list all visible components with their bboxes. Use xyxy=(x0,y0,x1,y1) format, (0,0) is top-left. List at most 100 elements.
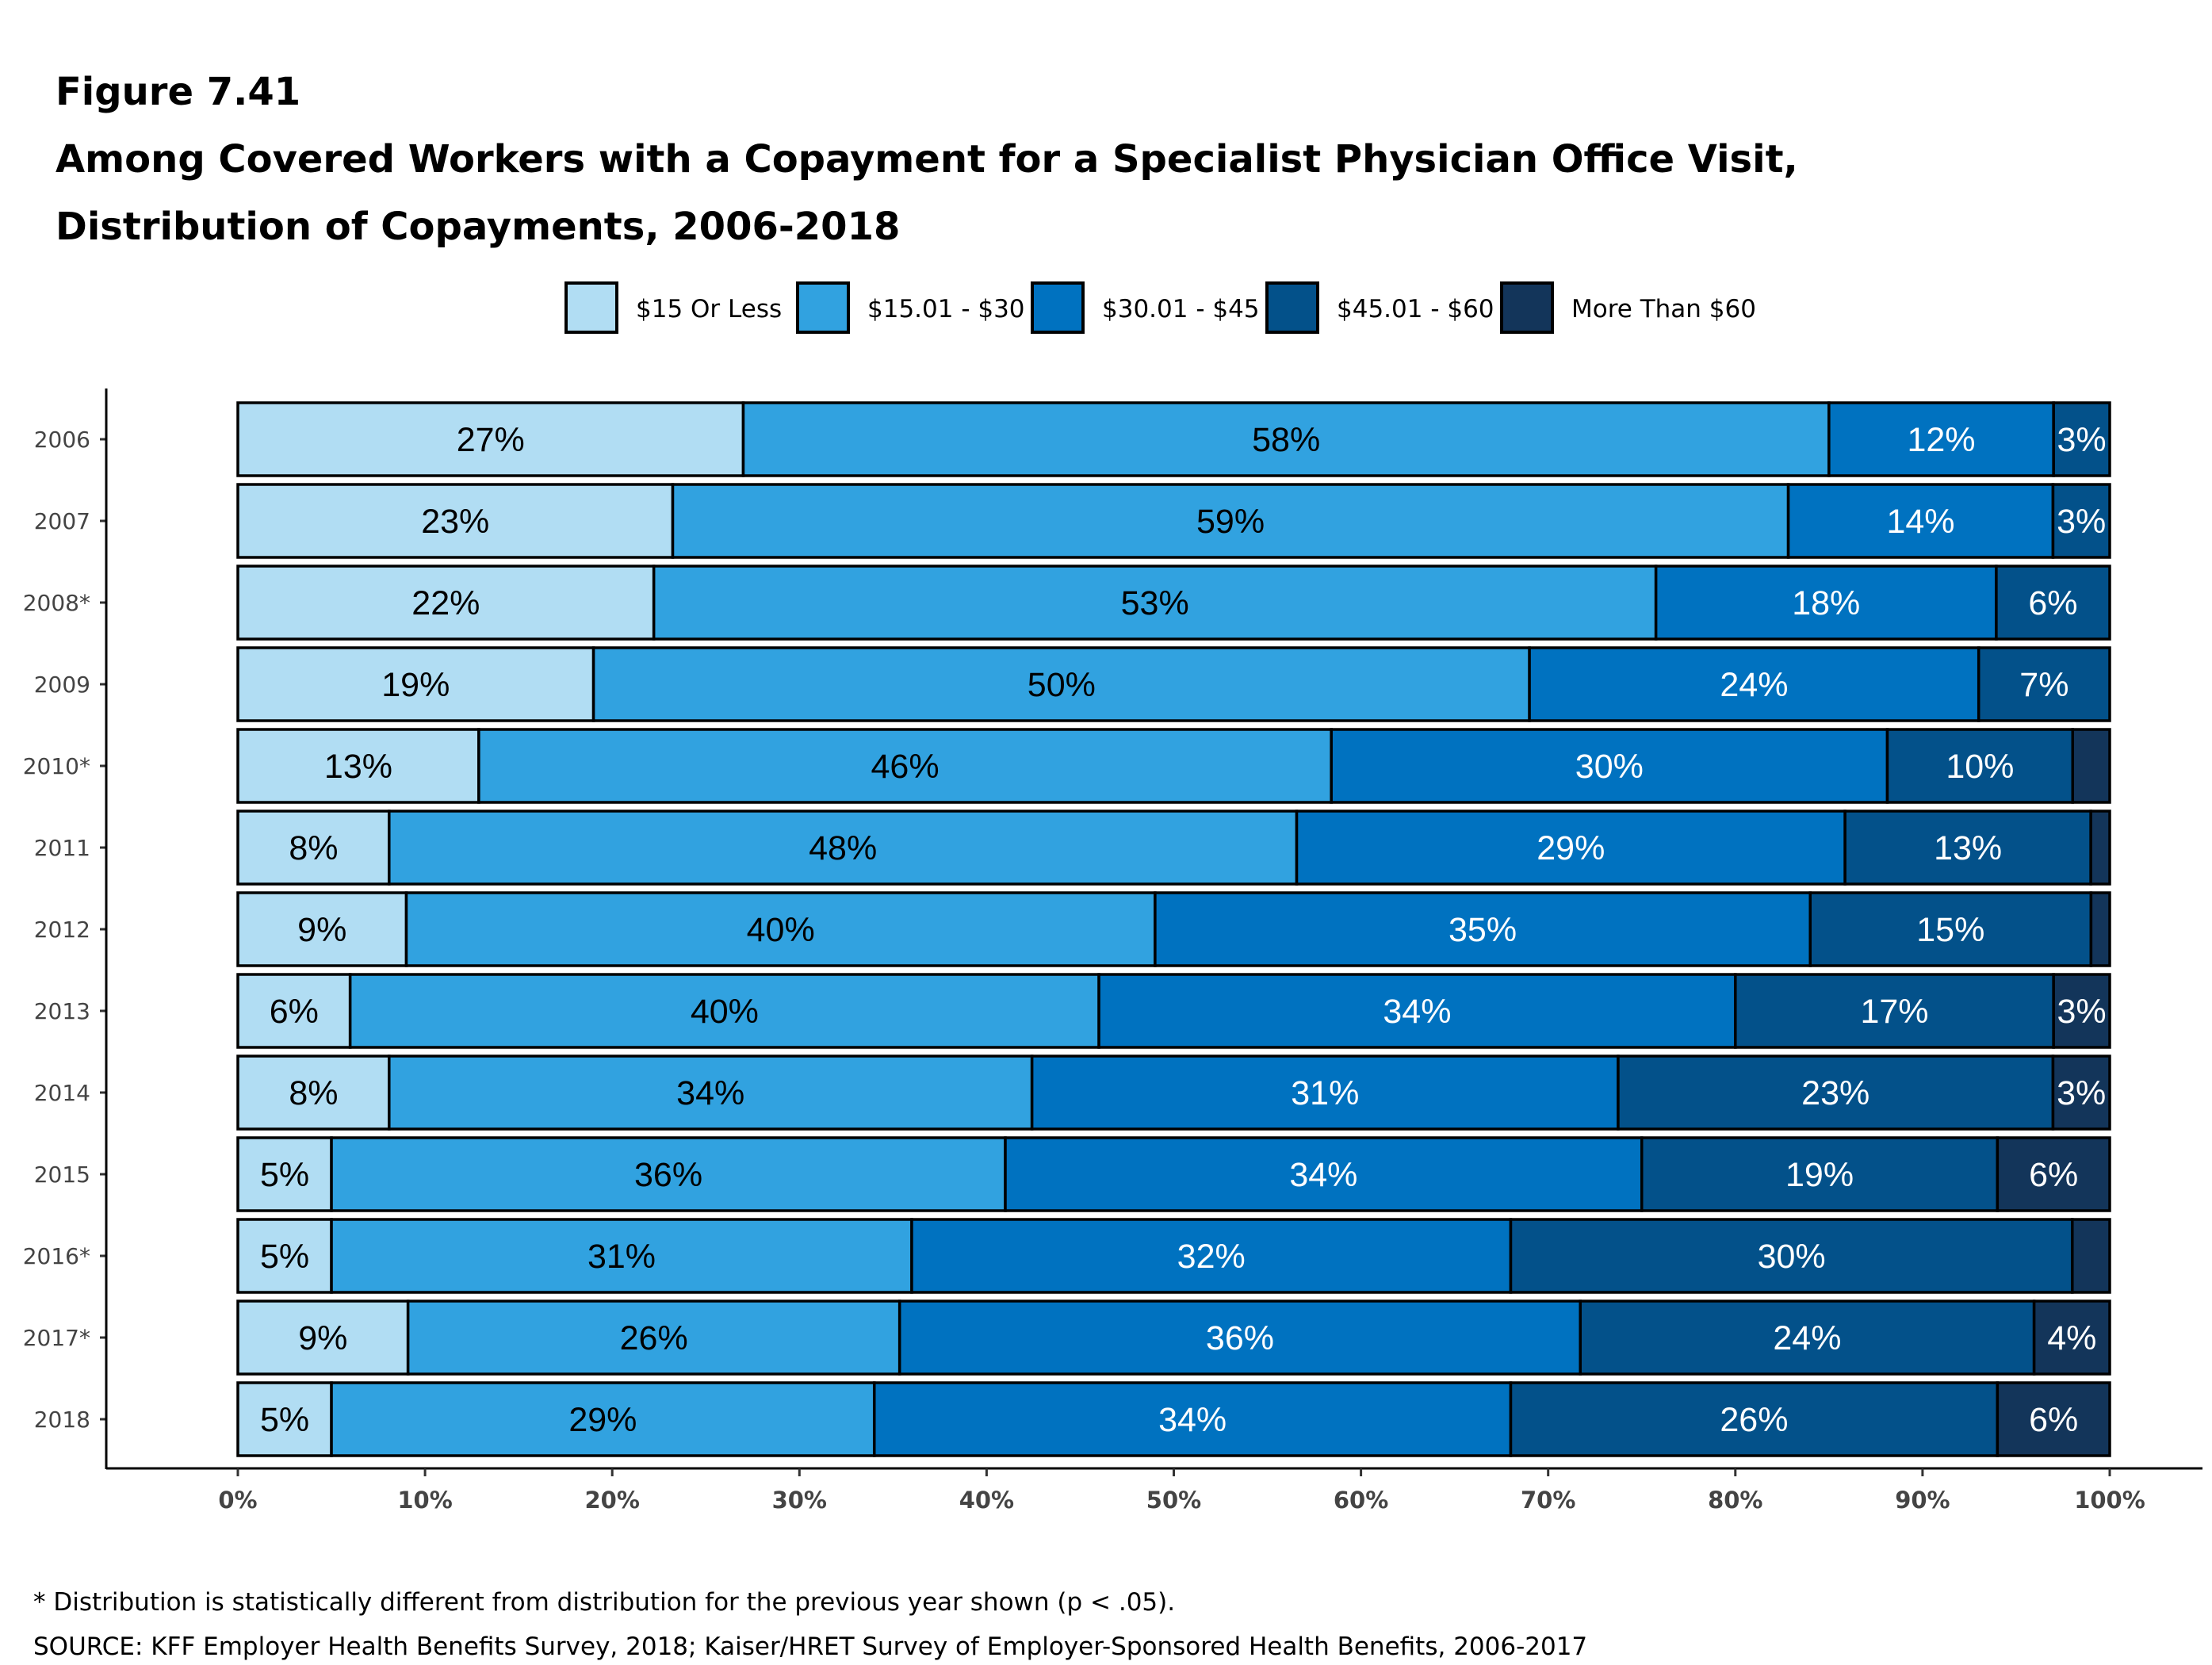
data-label: 4% xyxy=(2047,1319,2096,1357)
bar-segment xyxy=(1996,1381,2111,1457)
bar-segment xyxy=(236,810,391,886)
data-label: 3% xyxy=(2057,1074,2106,1112)
x-tick-label: 80% xyxy=(1708,1487,1762,1514)
y-tick-label: 2007 xyxy=(34,508,90,534)
data-label: 34% xyxy=(1383,993,1451,1031)
data-label: 24% xyxy=(1773,1319,1841,1357)
bar-row: 8% 48% 29% 13% 2011 xyxy=(34,810,2111,886)
legend-swatch xyxy=(1500,281,1554,334)
bar-segment xyxy=(1734,973,2055,1049)
data-label: 36% xyxy=(634,1156,702,1194)
bar-segment xyxy=(236,401,745,477)
bar-segment xyxy=(1154,891,1812,967)
chart-title-line1: Among Covered Workers with a Copayment f… xyxy=(55,137,1798,182)
bar-segment xyxy=(2089,891,2111,967)
x-tick-label: 20% xyxy=(584,1487,639,1514)
bar-segment xyxy=(388,1054,1034,1131)
bar-segment xyxy=(652,565,1658,641)
bar-segment xyxy=(2052,401,2111,477)
data-label: 30% xyxy=(1758,1238,1826,1276)
legend: $15 Or Less $15.01 - $30 $30.01 - $45 $45.0… xyxy=(564,281,1756,334)
bar-segment xyxy=(1843,810,2092,886)
bar-row: 6% 40% 34% 17% 3% 2013 xyxy=(34,973,2111,1049)
bar-segment xyxy=(236,1136,333,1212)
bar-segment xyxy=(1827,401,2055,477)
data-label: 14% xyxy=(1886,503,1954,541)
legend-swatch xyxy=(796,281,850,334)
data-label: 5% xyxy=(260,1156,309,1194)
bar-segment xyxy=(477,728,1333,804)
bar-segment xyxy=(591,646,1531,722)
data-label: 59% xyxy=(1196,503,1265,541)
data-label: 3% xyxy=(2057,503,2106,541)
x-tick-label: 70% xyxy=(1521,1487,1575,1514)
data-label: 6% xyxy=(2028,584,2077,622)
data-label: 31% xyxy=(587,1238,656,1276)
bar-row: 5% 31% 32% 30% 2016* xyxy=(23,1218,2111,1294)
x-tick-label: 30% xyxy=(772,1487,827,1514)
legend-label: $45.01 - $60 xyxy=(1337,295,1494,323)
data-label: 5% xyxy=(260,1238,309,1276)
data-label: 8% xyxy=(289,829,338,867)
data-label: 50% xyxy=(1028,666,1096,704)
data-label: 23% xyxy=(1801,1074,1869,1112)
x-tick-label: 90% xyxy=(1895,1487,1950,1514)
bar-row: 13% 46% 30% 10% 2010* xyxy=(23,728,2111,804)
source-note: SOURCE: KFF Employer Health Benefits Sur… xyxy=(33,1632,1587,1661)
bar-segment xyxy=(2032,1299,2111,1376)
y-tick-label: 2008* xyxy=(23,590,90,616)
bar-segment xyxy=(2051,1054,2111,1131)
data-label: 58% xyxy=(1252,421,1320,459)
bar-segment xyxy=(236,973,352,1049)
data-label: 12% xyxy=(1907,421,1975,459)
bar-segment xyxy=(1528,646,1980,722)
bar-segment xyxy=(1579,1299,2036,1376)
x-tick-label: 100% xyxy=(2074,1487,2145,1514)
bar-row: 19% 50% 24% 7% 2009 xyxy=(34,646,2111,722)
bar-row: 23% 59% 14% 3% 2007 xyxy=(34,483,2111,559)
bar-segment xyxy=(404,891,1157,967)
bar-row: 22% 53% 18% 6% 2008* xyxy=(23,565,2111,641)
y-tick-label: 2010* xyxy=(23,753,90,779)
chart-title-line2: Distribution of Copayments, 2006-2018 xyxy=(55,205,900,249)
bar-segment xyxy=(2089,810,2111,886)
data-label: 32% xyxy=(1177,1238,1246,1276)
y-tick-label: 2009 xyxy=(34,672,90,698)
bar-row: 5% 36% 34% 19% 6% 2015 xyxy=(34,1136,2111,1212)
bar-segment xyxy=(741,401,1831,477)
data-label: 8% xyxy=(289,1074,338,1112)
x-tick-label: 60% xyxy=(1334,1487,1388,1514)
bar-row: 8% 34% 31% 23% 3% 2014 xyxy=(34,1054,2111,1131)
data-label: 6% xyxy=(270,993,319,1031)
bar-segment xyxy=(2052,973,2111,1049)
legend-swatch xyxy=(1265,281,1319,334)
data-label: 34% xyxy=(1289,1156,1357,1194)
data-label: 27% xyxy=(457,421,525,459)
data-label: 3% xyxy=(2057,993,2107,1031)
bar-segment xyxy=(1330,728,1889,804)
bar-segment xyxy=(236,1299,410,1376)
bar-row: 9% 40% 35% 15% 2012 xyxy=(34,891,2111,967)
data-label: 13% xyxy=(1934,829,2002,867)
data-label: 22% xyxy=(411,584,480,622)
data-label: 6% xyxy=(2029,1156,2078,1194)
legend-label: $15.01 - $30 xyxy=(867,295,1025,323)
bar-segment xyxy=(1808,891,2093,967)
x-tick-label: 10% xyxy=(397,1487,452,1514)
data-label: 40% xyxy=(691,993,759,1031)
data-label: 35% xyxy=(1449,911,1517,949)
x-tick-label: 0% xyxy=(218,1487,257,1514)
data-label: 34% xyxy=(1158,1401,1227,1439)
data-label: 18% xyxy=(1792,584,1860,622)
y-tick-label: 2016* xyxy=(23,1243,90,1269)
data-label: 7% xyxy=(2019,666,2068,704)
figure-label: Figure 7.41 xyxy=(55,70,300,114)
data-label: 3% xyxy=(2057,421,2107,459)
bar-segment xyxy=(872,1381,1513,1457)
legend-swatch xyxy=(1031,281,1085,334)
bar-segment xyxy=(910,1218,1513,1294)
data-label: 31% xyxy=(1291,1074,1359,1112)
bar-row: 9% 26% 36% 24% 4% 2017* xyxy=(23,1299,2111,1376)
bar-segment xyxy=(897,1299,1582,1376)
